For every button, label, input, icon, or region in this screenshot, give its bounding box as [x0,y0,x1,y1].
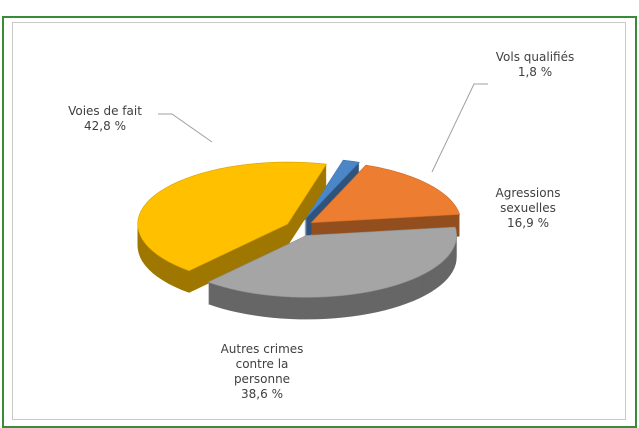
data-label: Agressions sexuelles 16,9 % [488,186,568,231]
chart-area [12,22,626,420]
slice [207,226,457,298]
data-label: Vols qualifiés 1,8 % [470,50,600,80]
frame [2,16,637,428]
label-value: 38,6 % [241,387,283,401]
leader-line [158,113,213,143]
label-name: Agressions sexuelles [495,186,561,215]
label-value: 16,9 % [507,216,549,230]
slice [137,161,327,272]
label-value: 42,8 % [84,119,126,133]
leader-line [431,83,488,173]
slice [310,164,461,224]
label-name: Vols qualifiés [495,50,575,64]
slice [304,159,360,221]
data-label: Voies de fait 42,8 % [50,104,160,134]
data-label: Autres crimes contre la personne 38,6 % [212,342,312,402]
label-name: Autres crimes contre la personne [220,342,304,386]
label-value: 1,8 % [517,65,553,79]
label-name: Voies de fait [68,104,142,118]
